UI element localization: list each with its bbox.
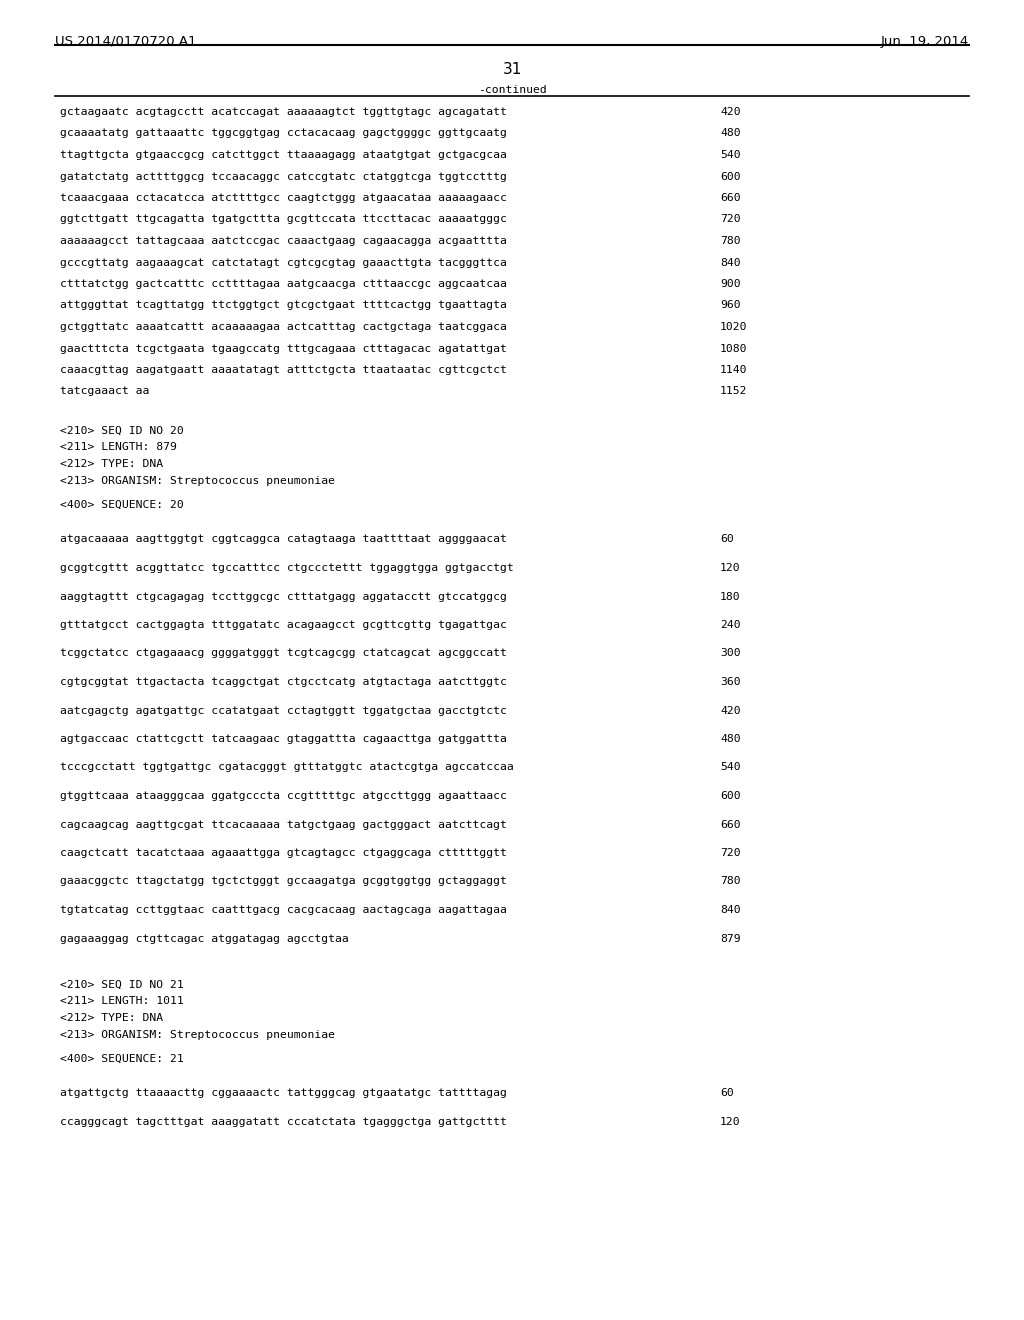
Text: 1152: 1152 — [720, 387, 748, 396]
Text: <212> TYPE: DNA: <212> TYPE: DNA — [60, 1012, 163, 1023]
Text: aaaaaagcct tattagcaaa aatctccgac caaactgaag cagaacagga acgaatttta: aaaaaagcct tattagcaaa aatctccgac caaactg… — [60, 236, 507, 246]
Text: 540: 540 — [720, 150, 740, 160]
Text: <211> LENGTH: 879: <211> LENGTH: 879 — [60, 442, 177, 453]
Text: 879: 879 — [720, 933, 740, 944]
Text: 180: 180 — [720, 591, 740, 602]
Text: 600: 600 — [720, 172, 740, 181]
Text: US 2014/0170720 A1: US 2014/0170720 A1 — [55, 36, 197, 48]
Text: 780: 780 — [720, 236, 740, 246]
Text: gcccgttatg aagaaagcat catctatagt cgtcgcgtag gaaacttgta tacgggttca: gcccgttatg aagaaagcat catctatagt cgtcgcg… — [60, 257, 507, 268]
Text: 1140: 1140 — [720, 366, 748, 375]
Text: 480: 480 — [720, 128, 740, 139]
Text: 240: 240 — [720, 620, 740, 630]
Text: aaggtagttt ctgcagagag tccttggcgc ctttatgagg aggatacctt gtccatggcg: aaggtagttt ctgcagagag tccttggcgc ctttatg… — [60, 591, 507, 602]
Text: -continued: -continued — [477, 84, 547, 95]
Text: caagctcatt tacatctaaa agaaattgga gtcagtagcc ctgaggcaga ctttttggtt: caagctcatt tacatctaaa agaaattgga gtcagta… — [60, 847, 507, 858]
Text: tatcgaaact aa: tatcgaaact aa — [60, 387, 150, 396]
Text: 720: 720 — [720, 214, 740, 224]
Text: ctttatctgg gactcatttc ccttttagaa aatgcaacga ctttaaccgc aggcaatcaa: ctttatctgg gactcatttc ccttttagaa aatgcaa… — [60, 279, 507, 289]
Text: agtgaccaac ctattcgctt tatcaagaac gtaggattta cagaacttga gatggattta: agtgaccaac ctattcgctt tatcaagaac gtaggat… — [60, 734, 507, 744]
Text: Jun. 19, 2014: Jun. 19, 2014 — [881, 36, 969, 48]
Text: 1080: 1080 — [720, 343, 748, 354]
Text: ttagttgcta gtgaaccgcg catcttggct ttaaaagagg ataatgtgat gctgacgcaa: ttagttgcta gtgaaccgcg catcttggct ttaaaag… — [60, 150, 507, 160]
Text: 420: 420 — [720, 705, 740, 715]
Text: <400> SEQUENCE: 21: <400> SEQUENCE: 21 — [60, 1053, 183, 1064]
Text: gaactttcta tcgctgaata tgaagccatg tttgcagaaa ctttagacac agatattgat: gaactttcta tcgctgaata tgaagccatg tttgcag… — [60, 343, 507, 354]
Text: ccagggcagt tagctttgat aaaggatatt cccatctata tgagggctga gattgctttt: ccagggcagt tagctttgat aaaggatatt cccatct… — [60, 1117, 507, 1127]
Text: gtttatgcct cactggagta tttggatatc acagaagcct gcgttcgttg tgagattgac: gtttatgcct cactggagta tttggatatc acagaag… — [60, 620, 507, 630]
Text: <211> LENGTH: 1011: <211> LENGTH: 1011 — [60, 997, 183, 1006]
Text: 840: 840 — [720, 257, 740, 268]
Text: 960: 960 — [720, 301, 740, 310]
Text: cagcaagcag aagttgcgat ttcacaaaaa tatgctgaag gactgggact aatcttcagt: cagcaagcag aagttgcgat ttcacaaaaa tatgctg… — [60, 820, 507, 829]
Text: gcggtcgttt acggttatcc tgccatttcc ctgccctettt tggaggtgga ggtgacctgt: gcggtcgttt acggttatcc tgccatttcc ctgccct… — [60, 564, 514, 573]
Text: 1020: 1020 — [720, 322, 748, 333]
Text: atgattgctg ttaaaacttg cggaaaactc tattgggcag gtgaatatgc tattttagag: atgattgctg ttaaaacttg cggaaaactc tattggg… — [60, 1089, 507, 1098]
Text: 300: 300 — [720, 648, 740, 659]
Text: gatatctatg acttttggcg tccaacaggc catccgtatc ctatggtcga tggtcctttg: gatatctatg acttttggcg tccaacaggc catccgt… — [60, 172, 507, 181]
Text: gagaaaggag ctgttcagac atggatagag agcctgtaa: gagaaaggag ctgttcagac atggatagag agcctgt… — [60, 933, 349, 944]
Text: 660: 660 — [720, 820, 740, 829]
Text: <213> ORGANISM: Streptococcus pneumoniae: <213> ORGANISM: Streptococcus pneumoniae — [60, 1030, 335, 1040]
Text: 780: 780 — [720, 876, 740, 887]
Text: 660: 660 — [720, 193, 740, 203]
Text: gctaagaatc acgtagcctt acatccagat aaaaaagtct tggttgtagc agcagatatt: gctaagaatc acgtagcctt acatccagat aaaaaag… — [60, 107, 507, 117]
Text: <210> SEQ ID NO 21: <210> SEQ ID NO 21 — [60, 979, 183, 990]
Text: atgacaaaaa aagttggtgt cggtcaggca catagtaaga taattttaat aggggaacat: atgacaaaaa aagttggtgt cggtcaggca catagta… — [60, 535, 507, 544]
Text: 600: 600 — [720, 791, 740, 801]
Text: 720: 720 — [720, 847, 740, 858]
Text: caaacgttag aagatgaatt aaaatatagt atttctgcta ttaataatac cgttcgctct: caaacgttag aagatgaatt aaaatatagt atttctg… — [60, 366, 507, 375]
Text: tcccgcctatt tggtgattgc cgatacgggt gtttatggtc atactcgtga agccatccaa: tcccgcctatt tggtgattgc cgatacgggt gtttat… — [60, 763, 514, 772]
Text: attgggttat tcagttatgg ttctggtgct gtcgctgaat ttttcactgg tgaattagta: attgggttat tcagttatgg ttctggtgct gtcgctg… — [60, 301, 507, 310]
Text: gcaaaatatg gattaaattc tggcggtgag cctacacaag gagctggggc ggttgcaatg: gcaaaatatg gattaaattc tggcggtgag cctacac… — [60, 128, 507, 139]
Text: <400> SEQUENCE: 20: <400> SEQUENCE: 20 — [60, 500, 183, 510]
Text: gtggttcaaa ataagggcaa ggatgcccta ccgtttttgc atgccttggg agaattaacc: gtggttcaaa ataagggcaa ggatgcccta ccgtttt… — [60, 791, 507, 801]
Text: 31: 31 — [503, 62, 521, 77]
Text: <210> SEQ ID NO 20: <210> SEQ ID NO 20 — [60, 426, 183, 436]
Text: tcggctatcc ctgagaaacg ggggatgggt tcgtcagcgg ctatcagcat agcggccatt: tcggctatcc ctgagaaacg ggggatgggt tcgtcag… — [60, 648, 507, 659]
Text: 60: 60 — [720, 1089, 734, 1098]
Text: tcaaacgaaa cctacatcca atcttttgcc caagtctggg atgaacataa aaaaagaacc: tcaaacgaaa cctacatcca atcttttgcc caagtct… — [60, 193, 507, 203]
Text: 900: 900 — [720, 279, 740, 289]
Text: 120: 120 — [720, 1117, 740, 1127]
Text: 540: 540 — [720, 763, 740, 772]
Text: 420: 420 — [720, 107, 740, 117]
Text: 480: 480 — [720, 734, 740, 744]
Text: <213> ORGANISM: Streptococcus pneumoniae: <213> ORGANISM: Streptococcus pneumoniae — [60, 475, 335, 486]
Text: aatcgagctg agatgattgc ccatatgaat cctagtggtt tggatgctaa gacctgtctc: aatcgagctg agatgattgc ccatatgaat cctagtg… — [60, 705, 507, 715]
Text: gaaacggctc ttagctatgg tgctctgggt gccaagatga gcggtggtgg gctaggaggt: gaaacggctc ttagctatgg tgctctgggt gccaaga… — [60, 876, 507, 887]
Text: gctggttatc aaaatcattt acaaaaagaa actcatttag cactgctaga taatcggaca: gctggttatc aaaatcattt acaaaaagaa actcatt… — [60, 322, 507, 333]
Text: 360: 360 — [720, 677, 740, 686]
Text: 840: 840 — [720, 906, 740, 915]
Text: cgtgcggtat ttgactacta tcaggctgat ctgcctcatg atgtactaga aatcttggtc: cgtgcggtat ttgactacta tcaggctgat ctgcctc… — [60, 677, 507, 686]
Text: tgtatcatag ccttggtaac caatttgacg cacgcacaag aactagcaga aagattagaa: tgtatcatag ccttggtaac caatttgacg cacgcac… — [60, 906, 507, 915]
Text: 120: 120 — [720, 564, 740, 573]
Text: ggtcttgatt ttgcagatta tgatgcttta gcgttccata ttccttacac aaaaatgggc: ggtcttgatt ttgcagatta tgatgcttta gcgttcc… — [60, 214, 507, 224]
Text: 60: 60 — [720, 535, 734, 544]
Text: <212> TYPE: DNA: <212> TYPE: DNA — [60, 459, 163, 469]
